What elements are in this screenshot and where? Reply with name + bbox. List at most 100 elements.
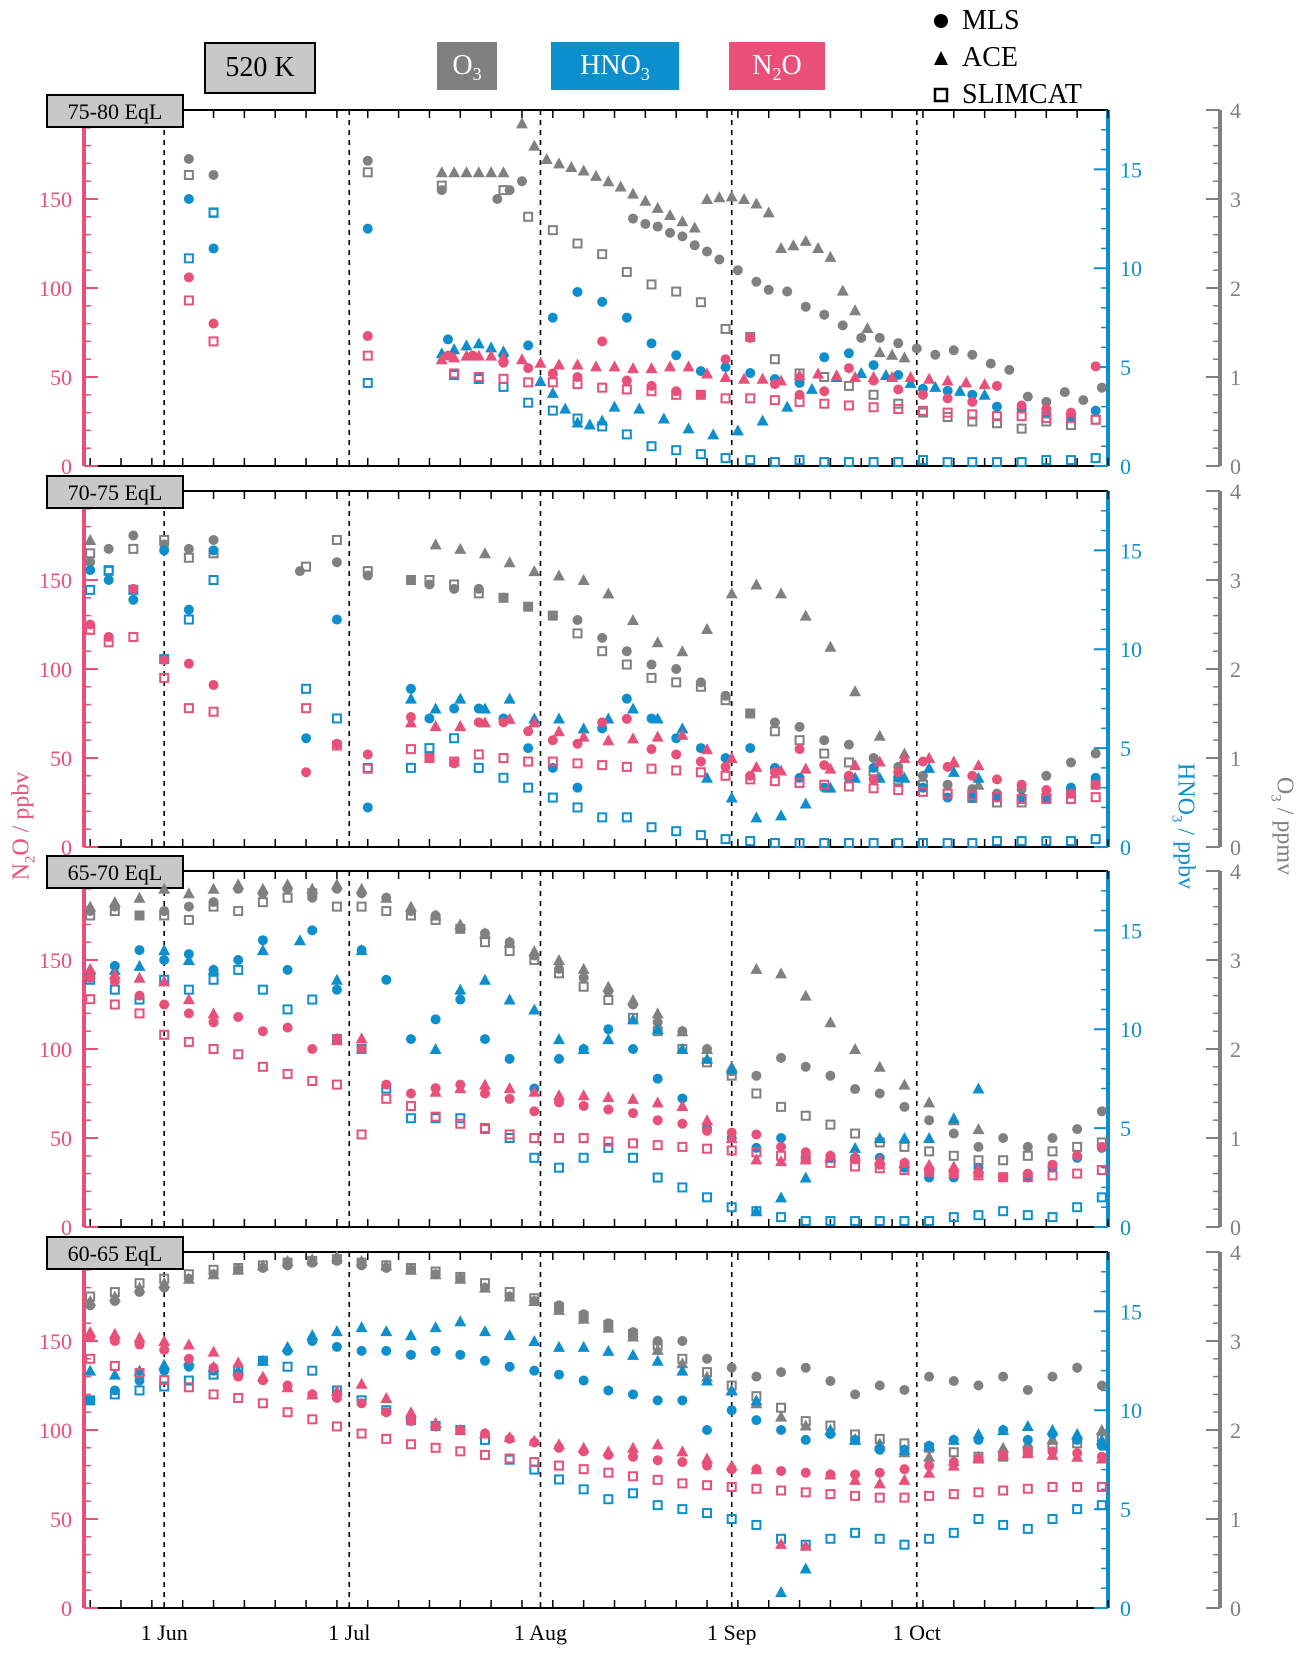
hno3-mls-point	[523, 743, 534, 754]
o3-mls-point	[603, 986, 614, 997]
hno3-ace-point	[923, 1132, 936, 1143]
n2o-mls-point	[504, 1093, 515, 1104]
hno3-ace-point	[953, 384, 966, 396]
n2o-mls-point	[479, 1428, 490, 1439]
n2o-slimcat-point	[695, 767, 706, 778]
hno3-slimcat-point	[1047, 1212, 1058, 1223]
hno3-tick-label: 10	[1120, 637, 1142, 662]
n2o-ace-point	[701, 743, 714, 755]
n2o-mls-point	[183, 1008, 194, 1019]
n2o-mls-point	[578, 1100, 589, 1111]
hno3-slimcat-point	[523, 782, 534, 793]
panel-label: 60-65 EqL	[68, 1241, 163, 1266]
n2o-ace-point	[627, 1092, 640, 1104]
n2o-slimcat-point	[652, 1474, 663, 1485]
n2o-ace-point	[701, 367, 714, 379]
hno3-mls-point	[1022, 1434, 1033, 1445]
o3-mls-point	[874, 1380, 885, 1391]
o3-mls-point	[763, 284, 774, 295]
n2o-mls-point	[720, 761, 731, 772]
hno3-mls-point	[504, 1361, 515, 1372]
o3-mls-point	[1047, 1133, 1058, 1143]
n2o-ace-point	[207, 1007, 220, 1019]
n2o-slimcat-point	[893, 785, 904, 796]
o3-ace-point	[849, 1043, 862, 1054]
n2o-slimcat-point	[529, 1457, 540, 1468]
o3-mls-point	[449, 583, 460, 594]
n2o-slimcat-point	[991, 411, 1002, 422]
hno3-mls-point	[553, 1053, 564, 1064]
hno3-mls-point	[455, 1349, 466, 1360]
hno3-mls-point	[362, 802, 373, 813]
o3-mls-point	[776, 1367, 787, 1378]
n2o-mls-point	[159, 1344, 170, 1355]
o3-slimcat-point	[646, 279, 657, 290]
hno3-ace-point	[929, 380, 942, 392]
n2o-slimcat-point	[529, 1133, 540, 1143]
hno3-slimcat-point	[1041, 455, 1052, 466]
o3-tick-label: 3	[1230, 1329, 1241, 1354]
n2o-mls-point	[529, 1437, 540, 1448]
o3-mls-point	[208, 897, 219, 908]
o3-ace-point	[602, 175, 615, 187]
o3-mls-point	[356, 888, 367, 899]
n2o-mls-point	[572, 738, 583, 749]
n2o-slimcat-point	[893, 404, 904, 415]
hno3-slimcat-point	[850, 1527, 861, 1538]
hno3-ace-point	[503, 993, 516, 1005]
o3-mls-point	[702, 1044, 713, 1054]
hno3-slimcat-point	[553, 1474, 564, 1485]
o3-mls-point	[159, 906, 170, 917]
o3-ace-point	[799, 989, 812, 1001]
o3-slimcat-point	[183, 169, 194, 180]
n2o-ace-point	[355, 1377, 368, 1389]
hno3-mls-point	[899, 1444, 910, 1455]
n2o-slimcat-point	[356, 1428, 367, 1439]
o3-ace-point	[577, 962, 590, 974]
hno3-mls-point	[282, 1345, 293, 1356]
hno3-slimcat-point	[1096, 1192, 1107, 1203]
o3-ace-point	[750, 197, 763, 209]
panel-label: 75-80 EqL	[68, 99, 163, 124]
hno3-mls-point	[850, 1434, 861, 1445]
n2o-ace-point	[515, 353, 528, 365]
legend-hno3-box: HNO3	[551, 42, 679, 90]
o3-slimcat-point	[479, 937, 490, 948]
o3-slimcat-point	[572, 628, 583, 639]
hno3-slimcat-point	[646, 822, 657, 833]
n2o-ace-point	[756, 372, 769, 384]
o3-ace-point	[448, 166, 461, 178]
n2o-mls-point	[819, 386, 830, 397]
hno3-ace-point	[460, 339, 473, 351]
o3-mls-point	[362, 570, 373, 581]
o3-mls-point	[973, 1380, 984, 1391]
hno3-ace-point	[972, 771, 985, 783]
o3-mls-point	[800, 301, 811, 312]
hno3-slimcat-point	[893, 457, 904, 468]
n2o-slimcat-point	[850, 1490, 861, 1501]
o3-mls-point	[547, 610, 558, 621]
n2o-slimcat-point	[1096, 1165, 1107, 1176]
hno3-slimcat-point	[991, 457, 1002, 468]
hno3-ace-point	[454, 1315, 467, 1327]
n2o-mls-point	[1096, 1451, 1107, 1462]
hno3-ace-point	[682, 422, 695, 434]
n2o-ace-point	[799, 1153, 812, 1165]
hno3-mls-point	[695, 366, 706, 377]
hno3-mls-point	[1072, 1434, 1083, 1445]
n2o-ace-point	[873, 1477, 886, 1489]
hno3-mls-point	[652, 1073, 663, 1084]
hno3-mls-point	[572, 286, 583, 297]
o3-slimcat-point	[621, 659, 632, 670]
hno3-mls-point	[776, 1133, 787, 1143]
o3-mls-point	[948, 1128, 959, 1139]
n2o-slimcat-point	[1022, 1483, 1033, 1494]
o3-mls-point	[1041, 396, 1052, 407]
n2o-ace-point	[577, 730, 590, 742]
o3-ace-point	[552, 954, 565, 965]
n2o-ace-point	[923, 1466, 936, 1478]
n2o-ace-point	[182, 993, 195, 1005]
hno3-ace-point	[182, 954, 195, 965]
hno3-slimcat-point	[924, 1216, 935, 1227]
n2o-mls-point	[301, 767, 312, 778]
